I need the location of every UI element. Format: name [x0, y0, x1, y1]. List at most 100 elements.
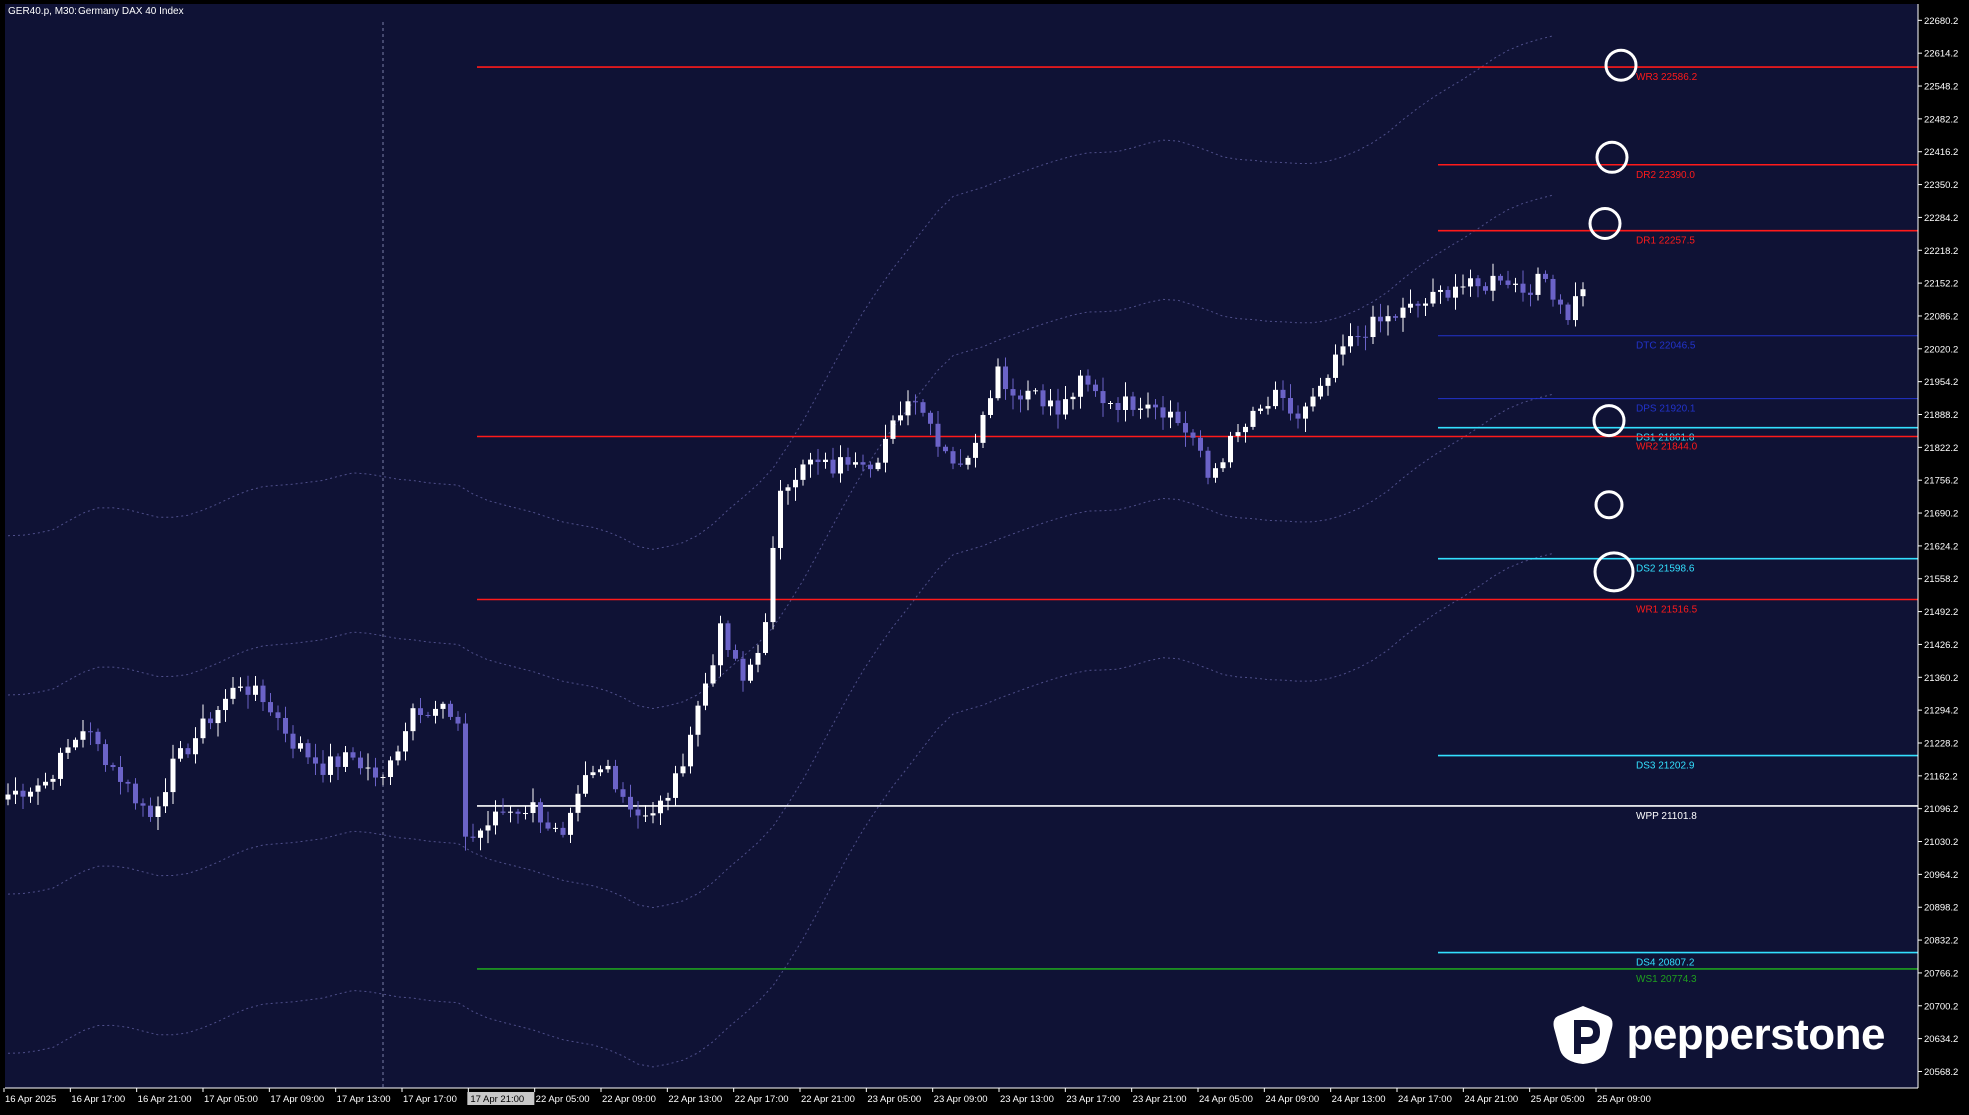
bearish-candle — [425, 715, 431, 717]
bullish-candle — [1385, 316, 1391, 322]
bullish-candle — [440, 703, 446, 709]
bullish-candle — [1078, 375, 1083, 397]
plot-area[interactable] — [5, 4, 1918, 1088]
time-tick-label: 22 Apr 13:00 — [668, 1094, 722, 1105]
bullish-candle — [995, 366, 1001, 399]
bearish-candle — [455, 716, 461, 724]
time-tick-label: 16 Apr 17:00 — [71, 1094, 125, 1105]
bullish-candle — [253, 685, 258, 695]
bullish-candle — [1348, 336, 1353, 347]
level-label: WR2 21844.0 — [1636, 442, 1698, 453]
time-tick-label: 23 Apr 09:00 — [934, 1094, 988, 1105]
bearish-candle — [1550, 278, 1556, 300]
bullish-candle — [1138, 408, 1143, 410]
time-tick-label: 17 Apr 21:00 — [470, 1094, 524, 1105]
bullish-candle — [343, 752, 348, 767]
bullish-candle — [680, 766, 686, 774]
bullish-candle — [223, 698, 228, 711]
bearish-candle — [733, 650, 738, 659]
level-marker-circle[interactable] — [1592, 404, 1626, 438]
price-tick-label: 20700.2 — [1924, 1001, 1958, 1012]
bullish-candle — [1423, 303, 1428, 306]
bullish-candle — [1325, 377, 1331, 386]
time-axis[interactable]: 16 Apr 2025 16 Apr 17:00 16 Apr 21:00 17 Ap… — [3, 1087, 1918, 1105]
bearish-candle — [845, 457, 851, 465]
time-tick-label: 17 Apr 13:00 — [337, 1094, 391, 1105]
bearish-candle — [148, 805, 153, 817]
bearish-candle — [1483, 286, 1488, 291]
bearish-candle — [350, 752, 356, 758]
level-label: DR2 22390.0 — [1636, 170, 1695, 181]
bullish-candle — [1460, 286, 1466, 288]
bearish-candle — [1415, 303, 1421, 306]
bearish-candle — [1093, 384, 1098, 392]
bullish-candle — [1025, 390, 1031, 400]
level-marker-circle[interactable] — [1594, 490, 1624, 520]
bullish-candle — [5, 794, 11, 800]
bullish-candle — [778, 490, 783, 548]
price-tick-label: 21954.2 — [1924, 377, 1958, 388]
price-tick-label: 21822.2 — [1924, 443, 1958, 454]
time-tick-label: 16 Apr 21:00 — [138, 1094, 192, 1105]
bullish-candle — [43, 781, 48, 786]
bullish-candle — [1340, 346, 1346, 355]
time-tick-label: 23 Apr 17:00 — [1066, 1094, 1120, 1105]
bullish-candle — [200, 718, 206, 739]
ma-band-line — [7, 552, 1554, 1068]
pepperstone-logo-icon — [1553, 1006, 1613, 1064]
bearish-candle — [1175, 411, 1181, 424]
bullish-candle — [155, 806, 161, 817]
level-label: DTC 22046.5 — [1636, 341, 1696, 352]
bullish-candle — [80, 731, 86, 740]
bullish-candle — [28, 791, 33, 797]
bearish-candle — [1115, 402, 1121, 410]
bullish-candle — [388, 760, 393, 778]
bearish-candle — [1558, 299, 1563, 305]
price-tick-label: 21888.2 — [1924, 410, 1958, 421]
price-tick-label: 22416.2 — [1924, 147, 1958, 158]
bullish-candle — [763, 622, 768, 653]
bullish-candle — [965, 457, 971, 465]
pepperstone-wordmark: pepperstone — [1626, 1010, 1885, 1059]
bullish-candle — [980, 414, 986, 443]
time-tick-label: 24 Apr 05:00 — [1199, 1094, 1253, 1105]
bullish-candle — [1265, 406, 1271, 409]
bearish-candle — [943, 446, 948, 452]
bullish-candle — [1243, 426, 1248, 433]
bullish-candle — [808, 459, 813, 465]
bullish-candle — [73, 739, 78, 748]
bearish-candle — [418, 708, 423, 716]
bullish-candle — [598, 769, 603, 773]
price-tick-label: 20832.2 — [1924, 936, 1958, 947]
bullish-candle — [1258, 408, 1263, 411]
level-label: DR1 22257.5 — [1636, 236, 1695, 247]
price-axis[interactable]: 22680.2 22614.2 22548.2 22482.2 22416.2 22350… — [1917, 4, 1958, 1088]
bearish-candle — [515, 811, 521, 814]
bearish-candle — [110, 765, 116, 768]
bullish-candle — [853, 462, 858, 465]
level-marker-circle[interactable] — [1595, 140, 1629, 174]
bearish-candle — [283, 717, 288, 734]
level-marker-circle[interactable] — [1604, 48, 1638, 82]
time-tick-label: 24 Apr 17:00 — [1398, 1094, 1452, 1105]
time-tick-label: 23 Apr 05:00 — [867, 1094, 921, 1105]
bearish-candle — [815, 459, 821, 463]
level-label: WR3 22586.2 — [1636, 72, 1698, 83]
bearish-candle — [1378, 316, 1383, 322]
price-tick-label: 22086.2 — [1924, 311, 1958, 322]
price-tick-label: 22284.2 — [1924, 213, 1958, 224]
bearish-candle — [1498, 275, 1503, 281]
bullish-candle — [1235, 432, 1241, 436]
time-crosshair-badge — [467, 1092, 535, 1105]
pepperstone-logo: pepperstone — [1550, 1004, 1885, 1066]
bullish-candle — [1333, 354, 1338, 378]
bearish-candle — [463, 723, 468, 837]
level-label: DS4 20807.2 — [1636, 958, 1695, 969]
ma-band-line — [7, 393, 1554, 909]
bullish-candle — [493, 811, 498, 826]
level-marker-circle[interactable] — [1593, 551, 1635, 593]
bearish-candle — [1393, 316, 1398, 318]
level-marker-circle[interactable] — [1588, 206, 1622, 240]
